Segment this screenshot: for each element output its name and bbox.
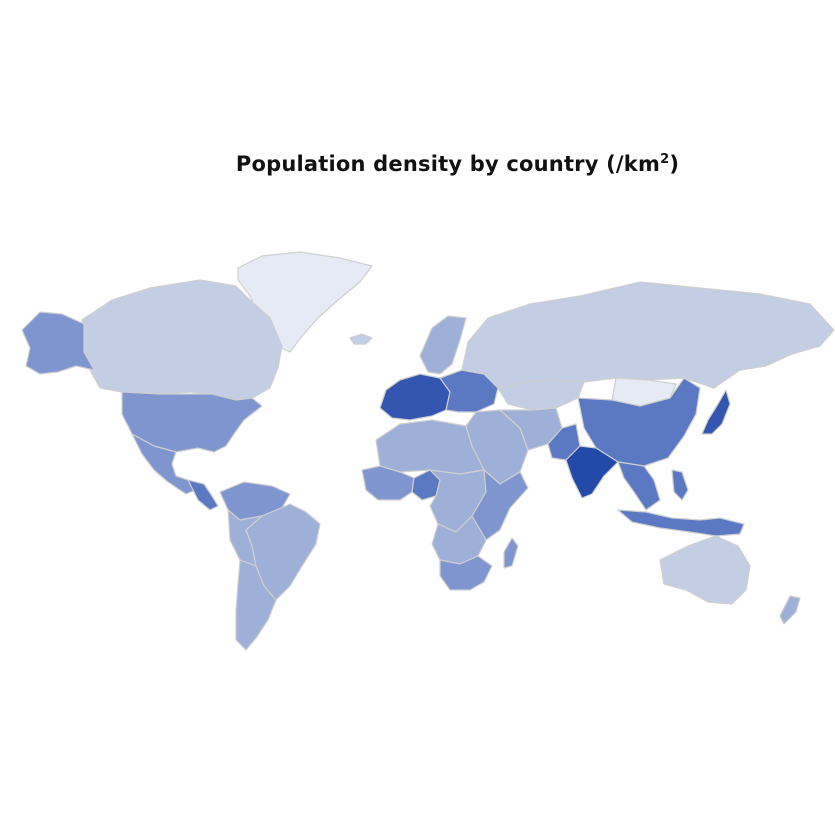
region-south-africa[interactable] <box>439 555 493 591</box>
title-superscript: 2 <box>660 152 670 167</box>
region-canada[interactable] <box>81 279 283 401</box>
region-southeast-asia[interactable] <box>617 461 661 511</box>
region-russia[interactable] <box>461 281 835 389</box>
title-text: Population density by country (/km <box>235 152 661 176</box>
region-scandinavia[interactable] <box>419 315 467 375</box>
title-close: ) <box>669 152 680 176</box>
region-madagascar[interactable] <box>503 537 519 569</box>
region-iceland[interactable] <box>349 333 373 345</box>
region-indonesia[interactable] <box>617 509 745 537</box>
region-japan[interactable] <box>701 389 731 435</box>
region-argentina-chile[interactable] <box>235 559 277 651</box>
region-western-europe[interactable] <box>379 373 451 421</box>
region-new-zealand[interactable] <box>779 595 801 625</box>
region-kazakhstan[interactable] <box>497 379 585 411</box>
region-alaska[interactable] <box>21 311 95 375</box>
region-east-africa[interactable] <box>471 469 529 541</box>
region-central-america[interactable] <box>187 479 219 511</box>
map-title: Population density by country (/km2) <box>0 152 835 176</box>
region-india[interactable] <box>565 445 619 499</box>
region-philippines[interactable] <box>671 469 689 501</box>
region-peru-bolivia[interactable] <box>227 509 263 567</box>
region-australia[interactable] <box>659 535 751 605</box>
